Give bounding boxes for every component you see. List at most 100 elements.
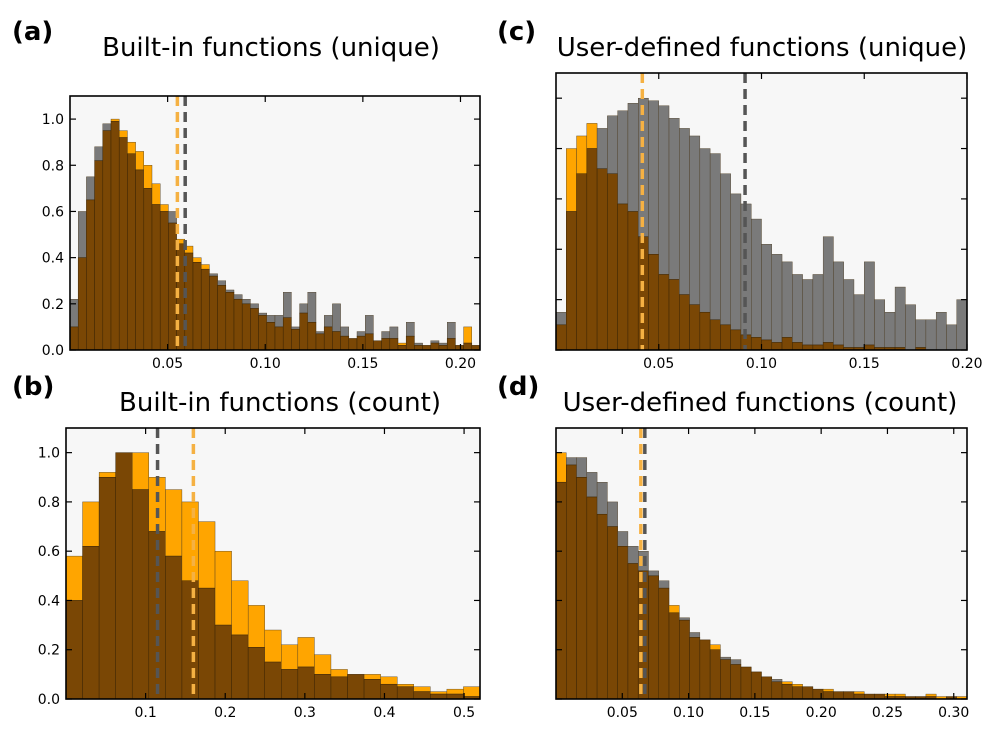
overlap-histogram-bar bbox=[307, 322, 317, 351]
orange-histogram-bar bbox=[82, 501, 100, 547]
orange-histogram-bar bbox=[792, 684, 803, 687]
gray-histogram-bar bbox=[233, 294, 243, 300]
panel-a-letter: (a) bbox=[12, 17, 53, 47]
overlap-histogram-bar bbox=[555, 324, 567, 351]
overlap-histogram-bar bbox=[761, 676, 773, 700]
overlap-histogram-bar bbox=[356, 335, 366, 351]
overlap-histogram-bar bbox=[110, 121, 120, 351]
overlap-histogram-bar bbox=[389, 338, 399, 351]
orange-histogram-bar bbox=[397, 342, 407, 346]
histogram-panel-d: 0.05 0.10 0.15 0.20 0.25 0.30 bbox=[555, 427, 969, 721]
x-tick-label: 0.4 bbox=[373, 705, 395, 721]
overlap-histogram-bar bbox=[771, 681, 783, 700]
orange-histogram-bar bbox=[668, 605, 680, 613]
orange-histogram-bar bbox=[894, 693, 906, 697]
overlap-histogram-bar bbox=[627, 563, 639, 700]
gray-histogram-bar bbox=[356, 331, 366, 337]
overlap-histogram-bar bbox=[168, 222, 177, 351]
histogram-panel-b: 0.1 0.2 0.3 0.4 0.5 0.0 0.2 0.4 0.6 0.8 1.0 bbox=[38, 427, 481, 721]
gray-histogram-bar bbox=[720, 656, 731, 660]
overlap-histogram-bar bbox=[668, 279, 680, 351]
orange-histogram-bar bbox=[446, 688, 464, 695]
gray-histogram-bar bbox=[679, 128, 690, 295]
gray-histogram-bar bbox=[802, 279, 814, 346]
overlap-histogram-bar bbox=[217, 285, 227, 351]
orange-histogram-bar bbox=[214, 550, 232, 626]
x-tick-label: 0.30 bbox=[938, 705, 969, 721]
overlap-histogram-bar bbox=[214, 624, 232, 700]
overlap-histogram-bar bbox=[77, 257, 87, 351]
y-tick-label: 0.4 bbox=[42, 251, 64, 267]
y-tick-label: 0.0 bbox=[42, 343, 64, 359]
overlap-histogram-bar bbox=[151, 204, 161, 351]
gray-histogram-bar bbox=[679, 617, 690, 621]
overlap-histogram-bar bbox=[463, 342, 473, 351]
overlap-histogram-bar bbox=[648, 575, 659, 700]
x-tick-label: 0.1 bbox=[134, 705, 156, 721]
overlap-histogram-bar bbox=[576, 173, 588, 351]
overlap-histogram-bar bbox=[82, 546, 100, 700]
histogram-panel-a: 0.05 0.10 0.15 0.20 0.0 0.2 0.4 0.6 0.8 1.0 bbox=[42, 95, 481, 372]
overlap-histogram-bar bbox=[781, 683, 793, 700]
overlap-histogram-bar bbox=[348, 338, 358, 351]
gray-histogram-bar bbox=[596, 482, 608, 515]
overlap-histogram-bar bbox=[181, 580, 199, 700]
orange-histogram-bar bbox=[135, 151, 145, 171]
plot-frame bbox=[555, 427, 968, 700]
gray-histogram-bar bbox=[299, 303, 309, 314]
gray-histogram-bar bbox=[730, 659, 742, 665]
overlap-histogram-bar bbox=[231, 634, 249, 700]
orange-histogram-bar bbox=[98, 472, 116, 478]
overlap-histogram-bar bbox=[266, 322, 276, 351]
gray-histogram-bar bbox=[324, 315, 333, 328]
orange-histogram-bar bbox=[127, 141, 136, 154]
orange-histogram-bar bbox=[159, 204, 169, 212]
gray-histogram-bar bbox=[792, 274, 803, 343]
orange-histogram-bar bbox=[397, 684, 414, 687]
overlap-histogram-bar bbox=[332, 331, 341, 351]
orange-histogram-bar bbox=[65, 555, 83, 601]
y-tick-label: 0.2 bbox=[38, 643, 60, 659]
gray-histogram-bar bbox=[730, 193, 742, 331]
orange-histogram-bar bbox=[363, 674, 381, 680]
gray-histogram-bar bbox=[689, 135, 701, 305]
panel-b-title: Built-in functions (count) bbox=[119, 388, 441, 418]
gray-histogram-bar bbox=[709, 153, 721, 320]
gray-histogram-bar bbox=[915, 319, 927, 348]
overlap-histogram-bar bbox=[94, 160, 104, 351]
overlap-histogram-bar bbox=[127, 153, 136, 351]
overlap-histogram-bar bbox=[689, 637, 701, 700]
gray-histogram-bar bbox=[332, 303, 341, 332]
gray-histogram-bar bbox=[771, 254, 783, 343]
overlap-histogram-bar bbox=[658, 274, 670, 351]
overlap-histogram-bar bbox=[165, 555, 183, 700]
orange-histogram-bar bbox=[566, 148, 577, 212]
overlap-histogram-bar bbox=[730, 329, 742, 351]
histogram-panel-c: 0.05 0.10 0.15 0.20 bbox=[555, 72, 983, 372]
gray-histogram-bar bbox=[627, 546, 639, 564]
gray-histogram-bar bbox=[894, 286, 906, 348]
panel-d-letter: (d) bbox=[497, 372, 539, 402]
gray-histogram-bar bbox=[771, 679, 783, 682]
x-tick-label: 0.05 bbox=[152, 356, 183, 372]
gray-histogram-bar bbox=[946, 324, 957, 351]
overlap-histogram-bar bbox=[291, 328, 300, 351]
gray-histogram-bar bbox=[576, 457, 588, 478]
gray-histogram-bar bbox=[812, 274, 824, 346]
orange-histogram-bar bbox=[413, 686, 431, 692]
overlap-histogram-bar bbox=[730, 664, 742, 700]
gray-histogram-bar bbox=[77, 211, 87, 258]
gray-histogram-bar bbox=[648, 570, 659, 577]
overlap-histogram-bar bbox=[679, 619, 690, 700]
gray-histogram-bar bbox=[340, 326, 350, 337]
gray-histogram-bar bbox=[250, 303, 259, 309]
orange-histogram-bar bbox=[110, 118, 120, 122]
gray-histogram-bar bbox=[638, 97, 649, 237]
overlap-histogram-bar bbox=[709, 319, 721, 351]
overlap-histogram-bar bbox=[699, 639, 711, 700]
orange-histogram-bar bbox=[822, 688, 834, 692]
x-tick-label: 0.10 bbox=[250, 356, 281, 372]
gray-histogram-bar bbox=[241, 299, 251, 305]
panel-d-title: User-defined functions (count) bbox=[563, 388, 958, 418]
overlap-histogram-bar bbox=[200, 268, 210, 351]
